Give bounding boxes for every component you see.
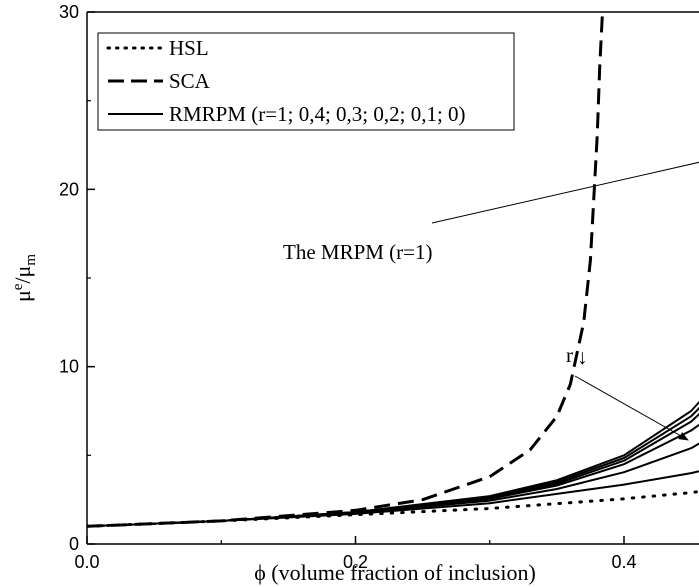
- legend-label-hsl: HSL: [169, 36, 209, 60]
- legend: HSL SCA RMRPM (r=1; 0,4; 0,3; 0,2; 0,1; …: [97, 32, 515, 131]
- r-down-arrow: ↓: [577, 345, 588, 369]
- legend-label-sca: SCA: [169, 69, 211, 93]
- mrpm-leader-line: [431, 161, 699, 224]
- legend-label-rmrpm: RMRPM (r=1; 0,4; 0,3; 0,2; 0,1; 0): [169, 102, 466, 126]
- legend-box: [97, 32, 515, 131]
- y-tick-label: 20: [59, 179, 79, 199]
- annotations: The MRPM (r=1) r ↓: [283, 161, 699, 441]
- series-line-sca: [87, 12, 604, 528]
- x-axis-label: ϕ (volume fraction of inclusion): [254, 560, 536, 585]
- y-tick-label: 0: [69, 534, 79, 554]
- series-line-r-0: [87, 470, 699, 528]
- y-tick-label: 30: [59, 2, 79, 22]
- y-axis-label: μe/μm: [10, 254, 39, 302]
- series-group: [87, 12, 699, 528]
- series-line-hsl: [87, 490, 699, 528]
- mrpm-label: The MRPM (r=1): [283, 240, 433, 264]
- series-line-r-0-1: [87, 442, 699, 528]
- ticks-group: 0.0 0.2 0.4 0 10 20 30: [59, 2, 637, 572]
- r-direction-arrow: [574, 375, 689, 441]
- x-tick-label: 0.4: [611, 552, 636, 572]
- y-tick-label: 10: [59, 357, 79, 377]
- r-label: r: [566, 343, 573, 367]
- x-tick-label: 0.0: [74, 552, 99, 572]
- x-tick-label: 0.2: [343, 552, 368, 572]
